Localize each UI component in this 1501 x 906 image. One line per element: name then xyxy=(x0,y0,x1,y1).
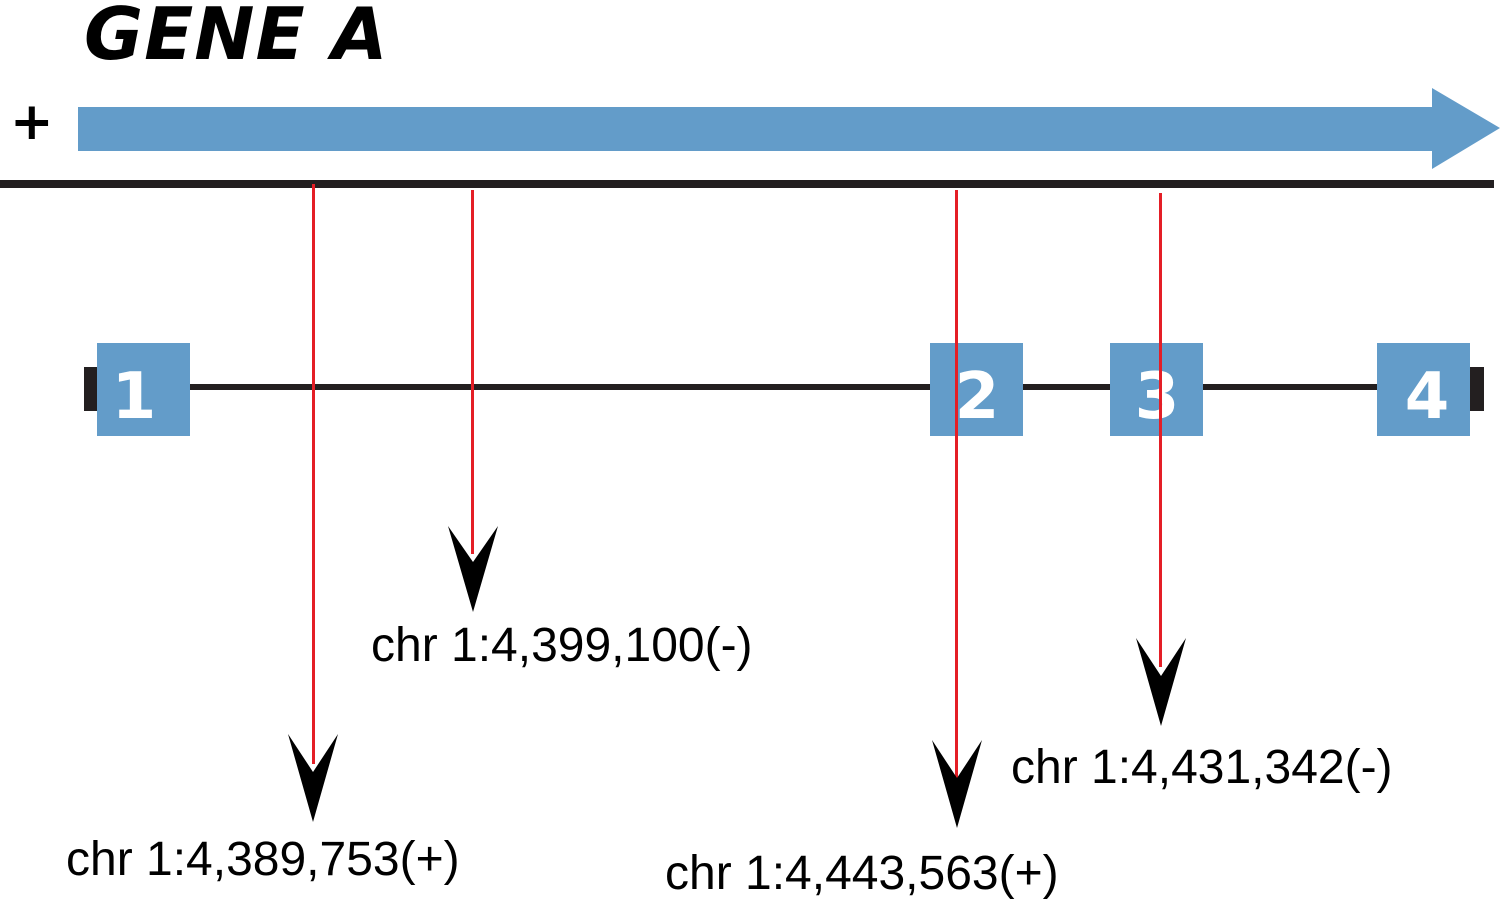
exon-label: 1 xyxy=(112,360,157,434)
transcript-end-cap xyxy=(1470,367,1484,411)
exon-label: 3 xyxy=(1135,360,1180,434)
site-3-line xyxy=(955,190,958,778)
transcript-start-cap xyxy=(84,367,98,411)
gene-direction-arrow xyxy=(78,88,1500,169)
site-1-line xyxy=(312,184,315,764)
site-3-arrowhead xyxy=(932,740,982,828)
site-1-label: chr 1:4,389,753(+) xyxy=(66,833,460,886)
chromosome-line xyxy=(0,180,1494,188)
exon-1: 1 xyxy=(97,343,190,436)
exon-2: 2 xyxy=(930,343,1023,436)
exon-box xyxy=(1110,343,1203,436)
exon-box xyxy=(97,343,190,436)
transcript-line xyxy=(84,384,1482,390)
site-1-arrowhead xyxy=(288,734,338,822)
site-4-arrowhead xyxy=(1136,638,1186,726)
site-2-line xyxy=(471,190,474,554)
exon-4: 4 xyxy=(1377,343,1470,436)
exon-3: 3 xyxy=(1110,343,1203,436)
exon-label: 4 xyxy=(1405,360,1450,434)
gene-title: GENE A xyxy=(84,0,389,76)
exon-label: 2 xyxy=(955,360,1000,434)
exon-box xyxy=(1377,343,1470,436)
site-2-arrowhead xyxy=(448,526,498,612)
site-4-line xyxy=(1159,193,1162,667)
site-2-label: chr 1:4,399,100(-) xyxy=(371,619,753,672)
site-3-label: chr 1:4,443,563(+) xyxy=(665,847,1059,900)
strand-label: + xyxy=(10,92,54,152)
exon-box xyxy=(930,343,1023,436)
site-4-label: chr 1:4,431,342(-) xyxy=(1011,741,1393,794)
